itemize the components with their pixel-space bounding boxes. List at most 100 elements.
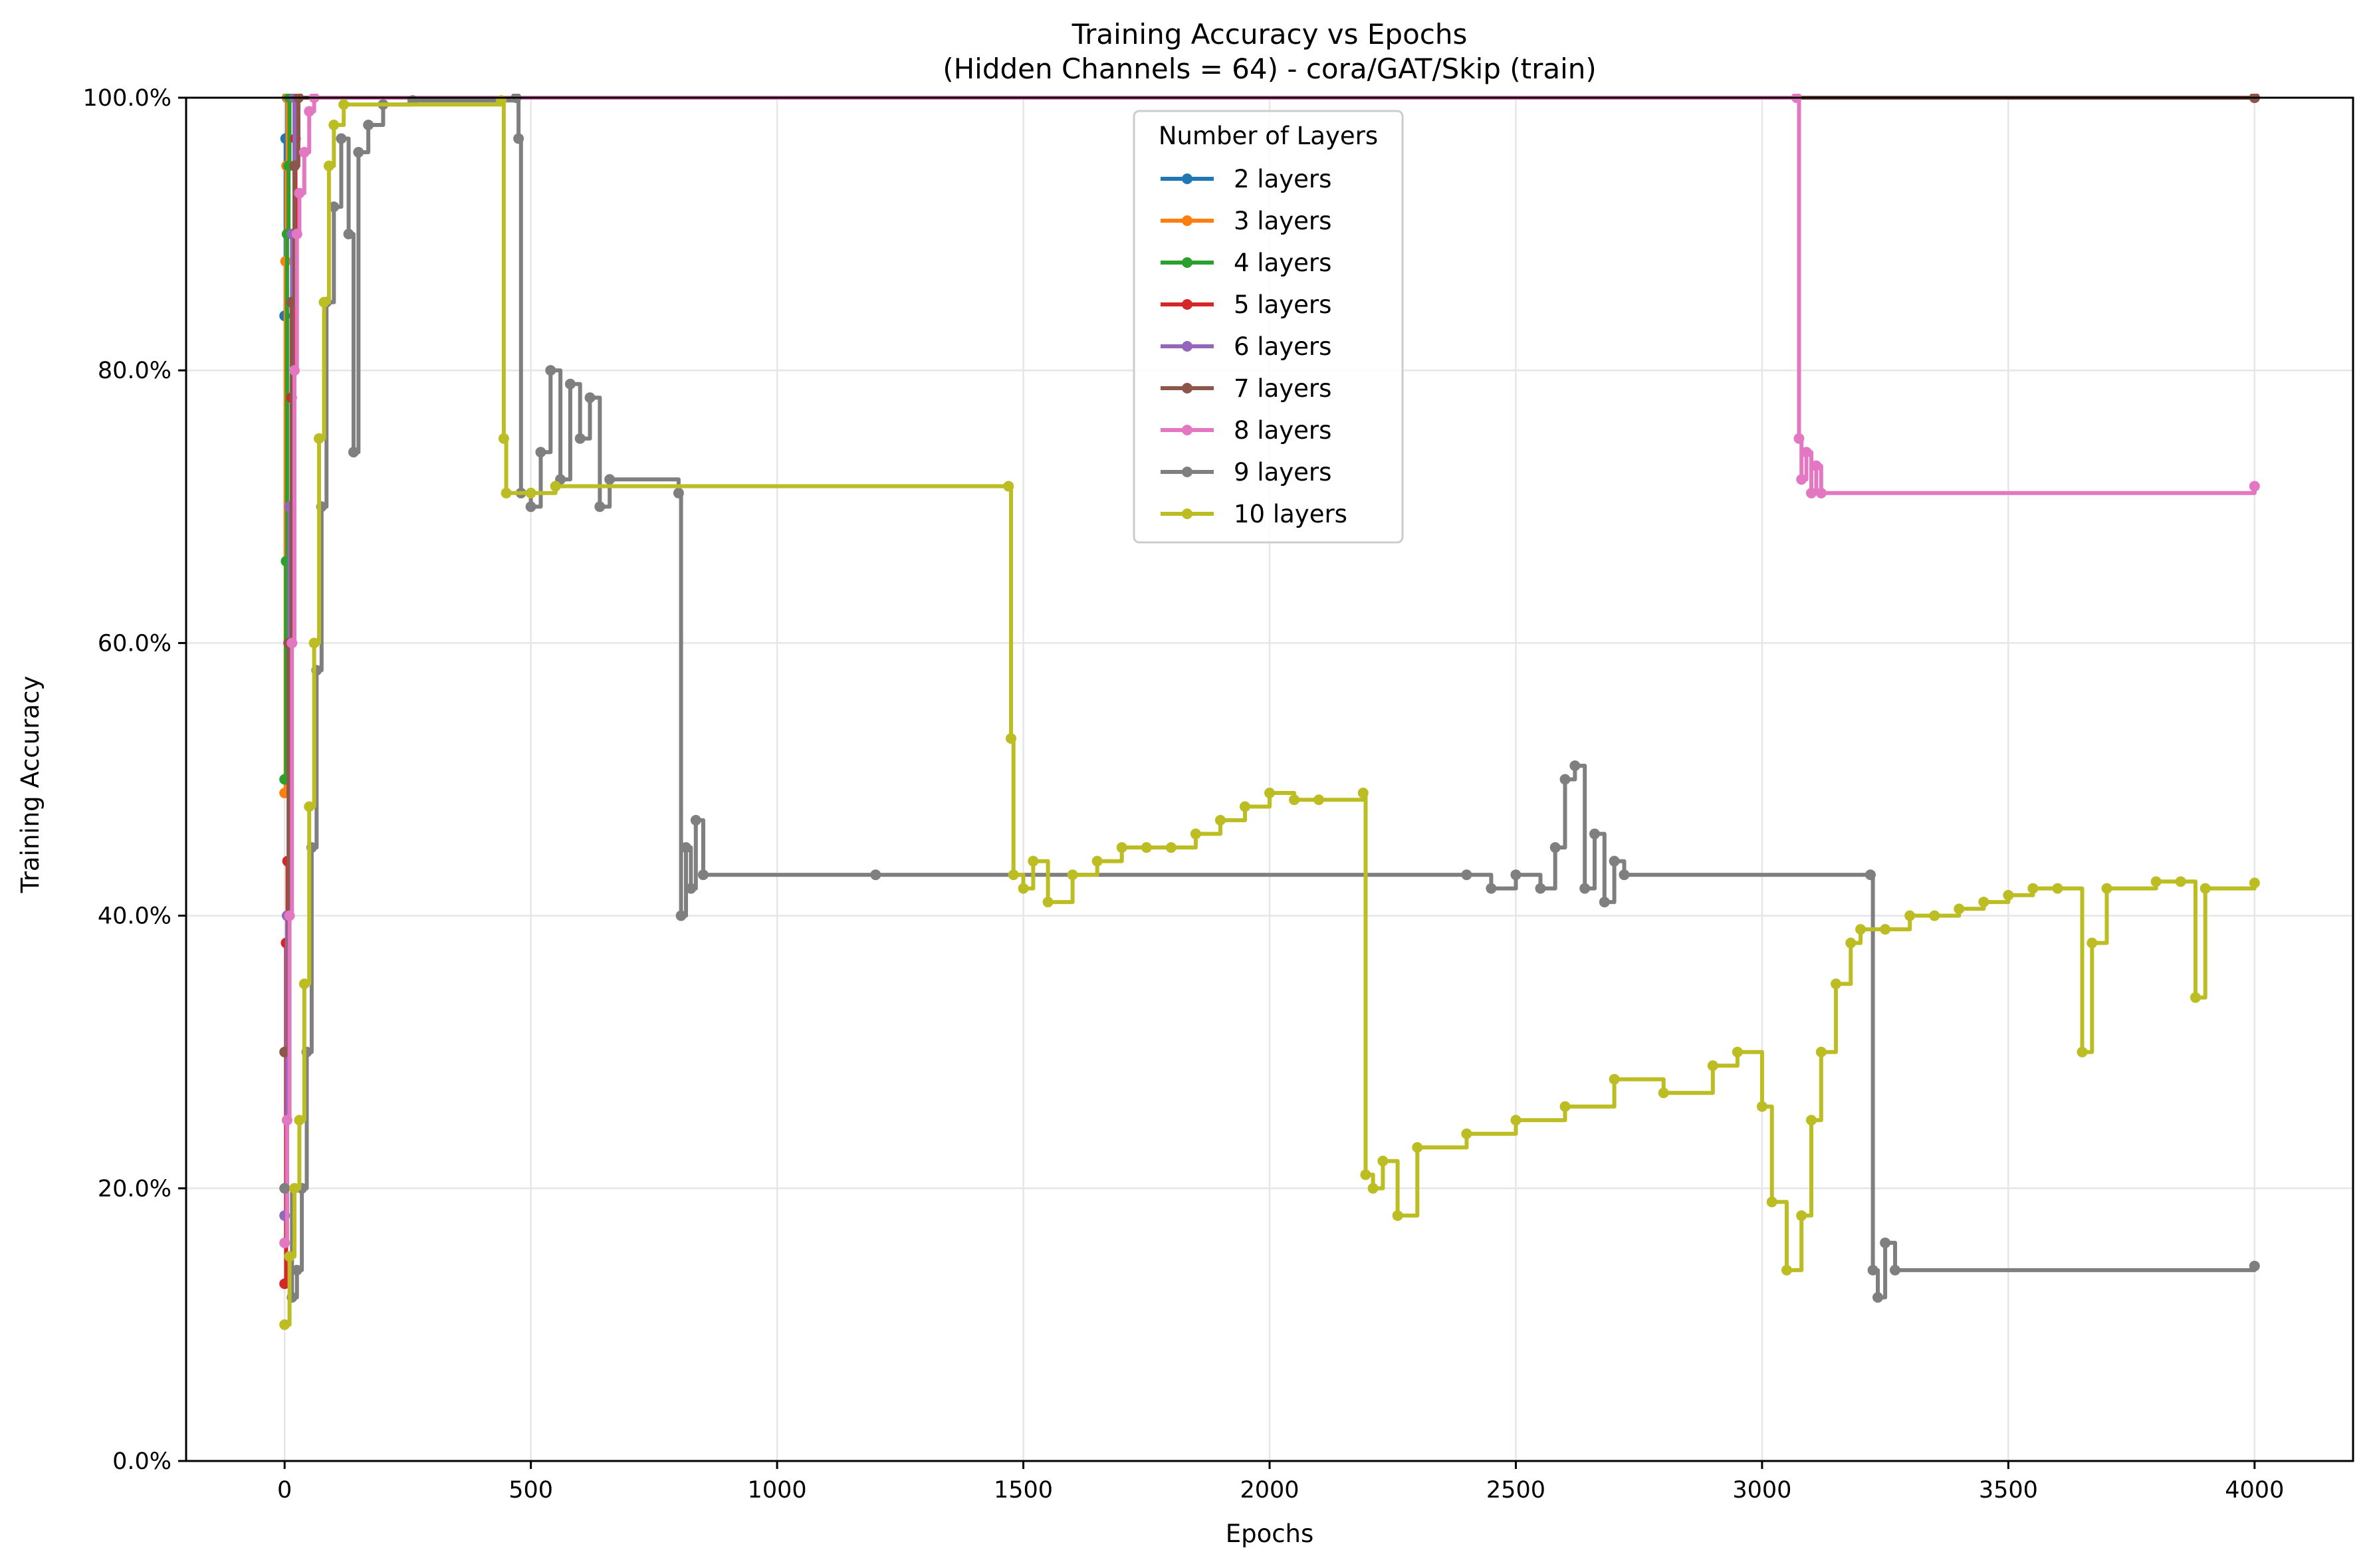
legend-label-9-layers: 9 layers bbox=[1234, 458, 1331, 487]
data-point-9-layers-37 bbox=[1486, 883, 1497, 894]
data-point-10-layers-5 bbox=[304, 801, 315, 812]
data-point-10-layers-70 bbox=[2200, 883, 2211, 894]
data-point-10-layers-13 bbox=[498, 433, 509, 444]
data-point-9-layers-28 bbox=[604, 474, 616, 485]
data-point-9-layers-48 bbox=[1864, 869, 1876, 881]
data-point-9-layers-45 bbox=[1599, 897, 1610, 908]
data-point-9-layers-12 bbox=[348, 447, 359, 458]
data-point-10-layers-48 bbox=[1766, 1196, 1777, 1208]
data-point-10-layers-25 bbox=[1116, 842, 1127, 853]
data-point-10-layers-36 bbox=[1367, 1182, 1379, 1194]
data-point-9-layers-30 bbox=[675, 910, 687, 921]
data-point-10-layers-52 bbox=[1815, 1046, 1827, 1058]
data-point-10-layers-1 bbox=[284, 1251, 295, 1262]
data-point-10-layers-63 bbox=[2052, 883, 2063, 894]
data-point-9-layers-18 bbox=[513, 133, 524, 144]
legend-marker-7-layers bbox=[1182, 383, 1192, 393]
data-point-9-layers-34 bbox=[697, 869, 709, 881]
data-point-10-layers-39 bbox=[1412, 1142, 1423, 1153]
data-point-10-layers-68 bbox=[2175, 876, 2186, 887]
data-point-10-layers-58 bbox=[1929, 910, 1940, 921]
data-point-9-layers-50 bbox=[1872, 1291, 1884, 1303]
x-tick-label-1: 500 bbox=[508, 1477, 553, 1504]
data-point-10-layers-31 bbox=[1264, 788, 1275, 799]
data-point-8-layers-12 bbox=[1796, 474, 1807, 485]
data-point-9-layers-20 bbox=[525, 501, 536, 512]
x-tick-label-3: 1500 bbox=[994, 1477, 1053, 1504]
data-point-9-layers-51 bbox=[1880, 1237, 1891, 1248]
data-point-9-layers-40 bbox=[1549, 842, 1561, 853]
legend-marker-8-layers bbox=[1182, 425, 1192, 435]
legend-marker-2-layers bbox=[1182, 173, 1192, 184]
data-point-10-layers-41 bbox=[1510, 1115, 1522, 1126]
data-point-5-layers-0 bbox=[279, 1278, 290, 1289]
x-tick-label-4: 2000 bbox=[1240, 1477, 1299, 1504]
legend-marker-4-layers bbox=[1182, 257, 1192, 268]
data-point-9-layers-36 bbox=[1461, 869, 1472, 881]
data-point-10-layers-17 bbox=[1003, 481, 1014, 492]
data-point-9-layers-11 bbox=[343, 229, 354, 240]
data-point-10-layers-61 bbox=[2003, 889, 2014, 901]
legend-marker-3-layers bbox=[1182, 215, 1192, 226]
data-point-8-layers-0 bbox=[279, 1237, 290, 1248]
data-point-9-layers-9 bbox=[328, 201, 340, 213]
data-point-10-layers-22 bbox=[1042, 897, 1054, 908]
data-point-8-layers-8 bbox=[304, 106, 315, 117]
data-point-10-layers-30 bbox=[1239, 801, 1250, 812]
data-point-9-layers-35 bbox=[870, 869, 881, 881]
data-point-10-layers-66 bbox=[2101, 883, 2112, 894]
data-point-10-layers-55 bbox=[1855, 924, 1866, 935]
plot-series bbox=[279, 94, 2260, 1330]
y-tick-label-2: 40.0% bbox=[98, 903, 171, 930]
data-point-8-layers-17 bbox=[2249, 481, 2260, 492]
x-tick-label-2: 1000 bbox=[748, 1477, 807, 1504]
data-point-10-layers-10 bbox=[328, 120, 340, 131]
data-point-10-layers-9 bbox=[323, 160, 334, 171]
data-point-10-layers-46 bbox=[1732, 1046, 1743, 1058]
data-point-10-layers-6 bbox=[308, 637, 320, 649]
data-point-9-layers-27 bbox=[594, 501, 606, 512]
data-point-10-layers-15 bbox=[525, 487, 536, 499]
data-point-10-layers-35 bbox=[1360, 1169, 1371, 1180]
data-point-10-layers-34 bbox=[1357, 788, 1369, 799]
data-point-10-layers-71 bbox=[2249, 877, 2260, 889]
data-point-10-layers-14 bbox=[501, 487, 512, 499]
data-point-10-layers-26 bbox=[1141, 842, 1152, 853]
y-tick-label-4: 80.0% bbox=[98, 358, 171, 384]
legend-label-4-layers: 4 layers bbox=[1234, 249, 1331, 277]
data-point-10-layers-42 bbox=[1559, 1101, 1571, 1112]
data-point-8-layers-14 bbox=[1806, 487, 1817, 499]
legend-title: Number of Layers bbox=[1159, 122, 1378, 150]
data-point-9-layers-39 bbox=[1535, 883, 1546, 894]
data-point-8-layers-3 bbox=[286, 637, 298, 649]
x-tick-label-6: 3000 bbox=[1732, 1477, 1791, 1504]
x-axis-label: Epochs bbox=[1226, 1519, 1314, 1548]
data-point-9-layers-14 bbox=[363, 120, 374, 131]
data-point-9-layers-41 bbox=[1559, 774, 1571, 785]
chart-title: Training Accuracy vs Epochs bbox=[1072, 18, 1468, 51]
data-point-9-layers-0 bbox=[279, 1182, 290, 1194]
data-point-9-layers-42 bbox=[1569, 760, 1581, 771]
data-point-9-layers-38 bbox=[1510, 869, 1522, 881]
data-point-10-layers-20 bbox=[1018, 883, 1029, 894]
data-point-10-layers-28 bbox=[1190, 828, 1201, 840]
data-point-10-layers-18 bbox=[1006, 732, 1017, 744]
series-8-layers bbox=[279, 94, 2260, 1248]
data-point-8-layers-2 bbox=[284, 910, 295, 921]
data-point-10-layers-24 bbox=[1091, 855, 1103, 867]
data-point-9-layers-47 bbox=[1619, 869, 1630, 881]
data-point-9-layers-29 bbox=[673, 487, 684, 499]
data-point-9-layers-22 bbox=[545, 365, 556, 376]
y-tick-label-0: 0.0% bbox=[112, 1448, 171, 1475]
data-point-7-layers-0 bbox=[279, 1046, 290, 1058]
y-tick-label-1: 20.0% bbox=[98, 1176, 171, 1202]
x-tick-label-7: 3500 bbox=[1979, 1477, 2038, 1504]
y-tick-label-5: 100.0% bbox=[83, 85, 171, 112]
data-point-10-layers-57 bbox=[1904, 910, 1916, 921]
x-tick-label-5: 2500 bbox=[1486, 1477, 1545, 1504]
data-point-10-layers-32 bbox=[1289, 794, 1300, 806]
data-point-10-layers-53 bbox=[1831, 978, 1842, 990]
data-point-8-layers-7 bbox=[298, 147, 310, 158]
chart-subtitle: (Hidden Channels = 64) - cora/GAT/Skip (… bbox=[943, 53, 1597, 85]
y-axis-label: Training Accuracy bbox=[16, 676, 45, 894]
